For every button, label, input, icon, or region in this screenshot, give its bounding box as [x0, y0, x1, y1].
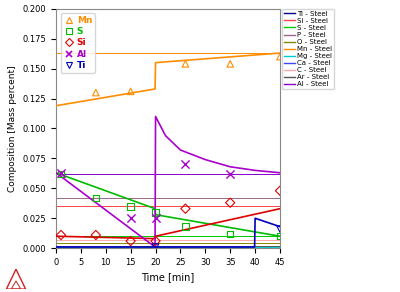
Y-axis label: Composition [Mass percent]: Composition [Mass percent] [8, 65, 17, 192]
Point [93, 196, 99, 200]
Point [227, 172, 234, 176]
Point [277, 234, 283, 239]
Point [128, 216, 134, 221]
Point [128, 204, 134, 208]
Point [277, 188, 283, 193]
Point [93, 90, 99, 95]
Point [182, 206, 189, 211]
Point [182, 162, 189, 167]
Point [227, 232, 234, 236]
Point [227, 200, 234, 205]
Point [152, 216, 159, 221]
Point [93, 233, 99, 237]
Point [227, 62, 234, 66]
X-axis label: Time [min]: Time [min] [141, 272, 195, 282]
Point [277, 227, 283, 231]
Legend: Ti - Steel, Si - Steel, S - Steel, P - Steel, O - Steel, Mn - Steel, Mg - Steel,: Ti - Steel, Si - Steel, S - Steel, P - S… [282, 9, 334, 89]
Point [128, 239, 134, 243]
Point [152, 245, 159, 249]
Point [58, 172, 64, 176]
Point [182, 224, 189, 229]
Point [58, 171, 64, 175]
Point [277, 54, 283, 59]
Point [58, 233, 64, 237]
Point [152, 210, 159, 215]
Point [182, 62, 189, 66]
Point [128, 89, 134, 94]
Point [152, 239, 159, 243]
